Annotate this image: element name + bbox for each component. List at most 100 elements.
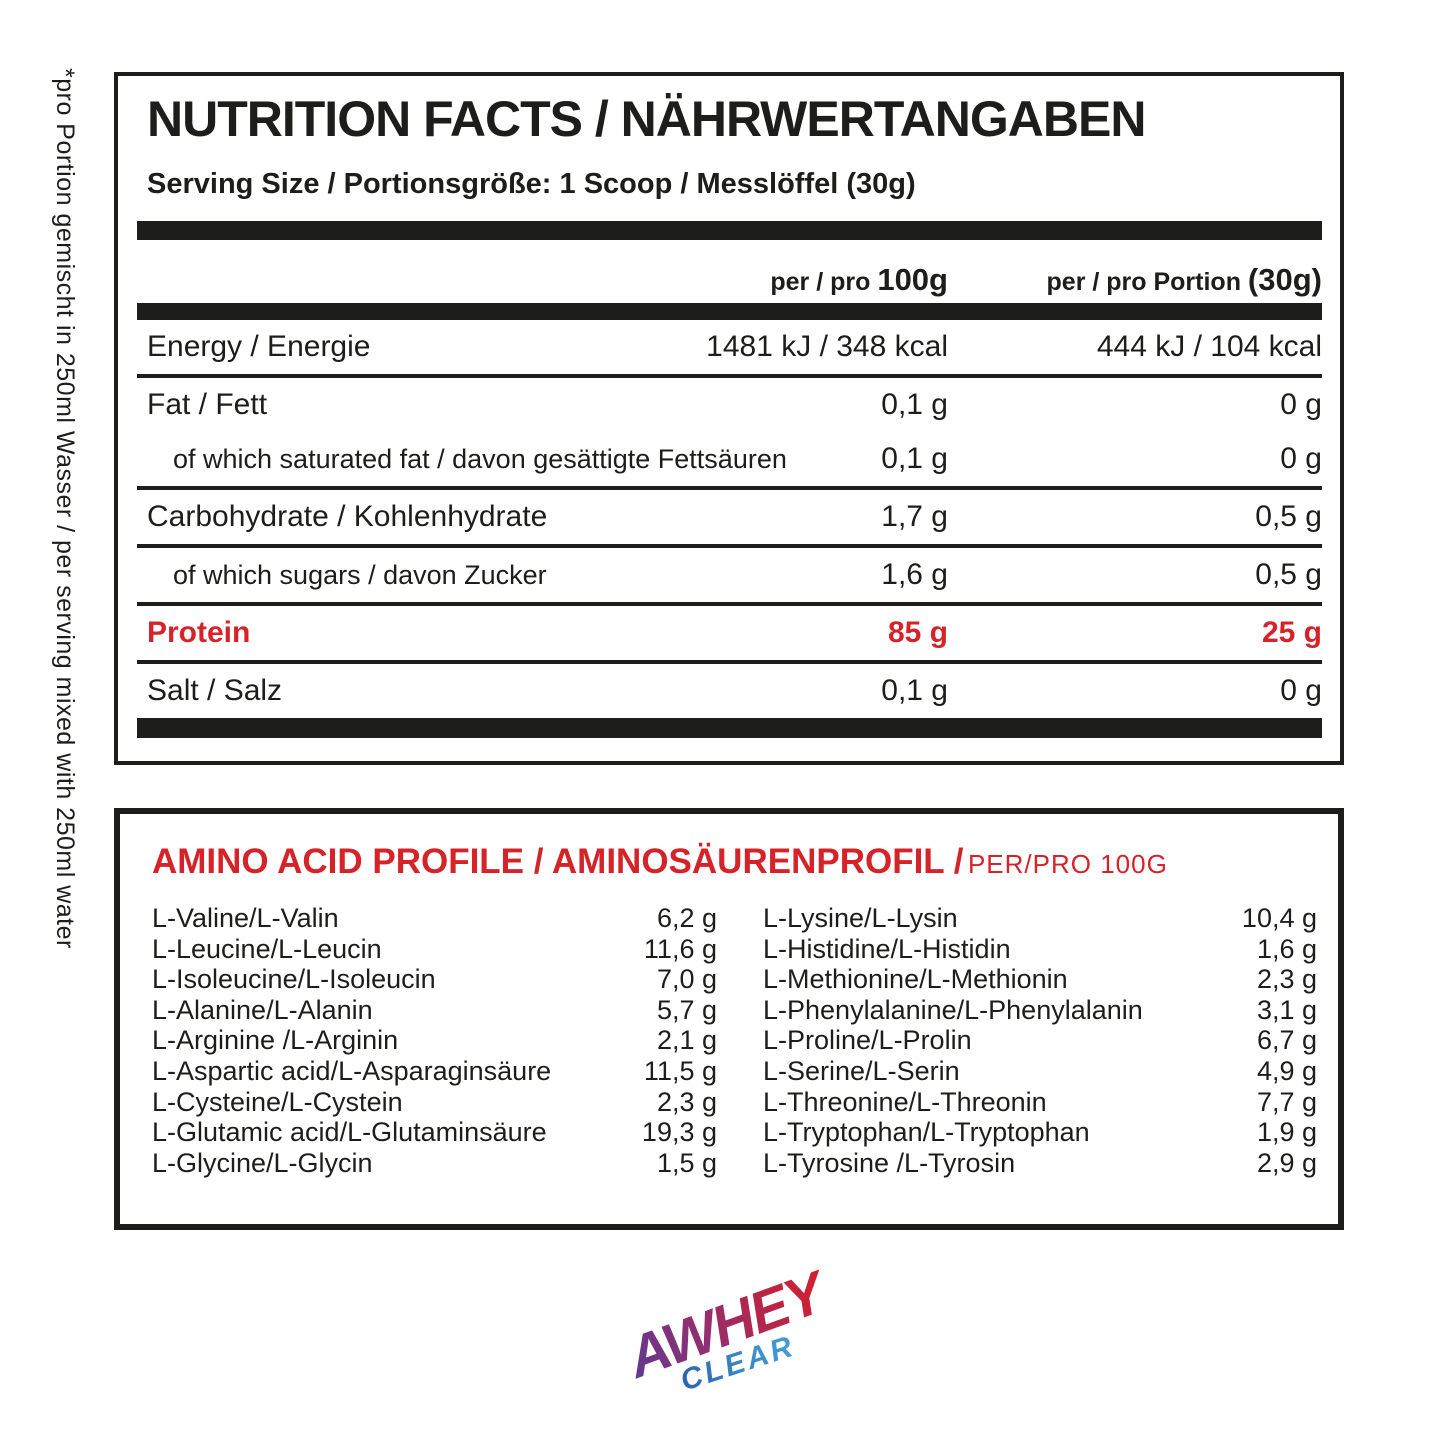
value-per-portion: 0 g bbox=[1280, 674, 1322, 707]
amino-acid-row: L-Valine/L-Valin 6,2 g bbox=[152, 903, 717, 934]
value-per-portion: 0,5 g bbox=[1255, 558, 1322, 591]
amino-acid-title-unit: PER/PRO 100G bbox=[967, 849, 1168, 879]
amino-acid-value: 2,9 g bbox=[1256, 1147, 1317, 1178]
amino-acid-name: L-Histidine/L-Histidin bbox=[763, 933, 1011, 964]
amino-acid-column-right: L-Lysine/L-Lysin 10,4 g L-Histidine/L-Hist… bbox=[763, 903, 1317, 1178]
amino-acid-value: 6,7 g bbox=[1256, 1025, 1317, 1056]
amino-acid-name: L-Lysine/L-Lysin bbox=[763, 903, 958, 933]
amino-acid-name: L-Isoleucine/L-Isoleucin bbox=[152, 964, 436, 995]
value-per-100g: 1,7 g bbox=[881, 500, 948, 533]
amino-acid-value: 1,5 g bbox=[656, 1147, 717, 1178]
amino-acid-row: L-Aspartic acid/L-Asparaginsäure 11,5 g bbox=[152, 1056, 717, 1087]
amino-acid-value: 6,2 g bbox=[656, 903, 717, 933]
value-per-100g: 0,1 g bbox=[881, 674, 948, 707]
amino-acid-name: L-Arginine /L-Arginin bbox=[152, 1025, 399, 1056]
value-per-100g: 1481 kJ / 348 kcal bbox=[706, 330, 948, 363]
col-header-unit: 100g bbox=[877, 262, 948, 297]
amino-acid-row: L-Arginine /L-Arginin 2,1 g bbox=[152, 1025, 717, 1056]
nutrition-table: Energy / Energie 1481 kJ / 348 kcal 444 kJ… bbox=[137, 320, 1322, 718]
nutrition-row: Energy / Energie 1481 kJ / 348 kcal 444 kJ… bbox=[137, 320, 1322, 374]
amino-acid-row: L-Lysine/L-Lysin 10,4 g bbox=[763, 903, 1317, 934]
nutrition-row: of which sugars / davon Zucker 1,6 g 0,5 g bbox=[137, 548, 1322, 602]
amino-acid-row: L-Alanine/L-Alanin 5,7 g bbox=[152, 995, 717, 1026]
divider-bar-header bbox=[137, 303, 1322, 320]
amino-acid-name: L-Serine/L-Serin bbox=[763, 1055, 960, 1086]
col-header-prefix: per / pro Portion bbox=[1046, 268, 1248, 296]
amino-acid-value: 10,4 g bbox=[1241, 903, 1317, 933]
side-note: *pro Portion gemischt in 250ml Wasser / … bbox=[51, 68, 79, 949]
amino-acid-name: L-Leucine/L-Leucin bbox=[152, 933, 382, 964]
row-divider bbox=[137, 602, 1322, 606]
col-header-prefix: per / pro bbox=[770, 268, 878, 296]
amino-acid-row: L-Tryptophan/L-Tryptophan 1,9 g bbox=[763, 1117, 1317, 1148]
amino-acid-value: 11,6 g bbox=[643, 933, 717, 964]
row-divider bbox=[137, 660, 1322, 664]
nutrition-facts-panel: NUTRITION FACTS / NÄHRWERTANGABEN Servin… bbox=[114, 72, 1344, 765]
amino-acid-row: L-Histidine/L-Histidin 1,6 g bbox=[763, 934, 1317, 965]
nutrient-label: Carbohydrate / Kohlenhydrate bbox=[147, 500, 548, 533]
nutrition-row: of which saturated fat / davon gesättigt… bbox=[137, 432, 1322, 486]
amino-acid-value: 11,5 g bbox=[643, 1055, 717, 1086]
amino-acid-row: L-Serine/L-Serin 4,9 g bbox=[763, 1056, 1317, 1087]
value-per-100g: 0,1 g bbox=[881, 388, 948, 421]
amino-acid-row: L-Proline/L-Prolin 6,7 g bbox=[763, 1025, 1317, 1056]
divider-bar-top bbox=[137, 221, 1322, 240]
row-divider bbox=[137, 544, 1322, 548]
amino-acid-name: L-Proline/L-Prolin bbox=[763, 1025, 972, 1056]
value-per-100g: 0,1 g bbox=[881, 442, 948, 475]
value-per-portion: 0 g bbox=[1280, 442, 1322, 475]
amino-acid-name: L-Aspartic acid/L-Asparaginsäure bbox=[152, 1055, 552, 1086]
amino-acid-name: L-Tyrosine /L-Tyrosin bbox=[763, 1147, 1016, 1178]
amino-acid-name: L-Glutamic acid/L-Glutaminsäure bbox=[152, 1117, 547, 1148]
amino-acid-value: 3,1 g bbox=[1256, 994, 1317, 1025]
amino-acid-name: L-Cysteine/L-Cystein bbox=[152, 1086, 403, 1117]
amino-acid-value: 1,6 g bbox=[1256, 933, 1317, 964]
amino-acid-row: L-Glycine/L-Glycin 1,5 g bbox=[152, 1148, 717, 1179]
serving-size: Serving Size / Portionsgröße: 1 Scoop / … bbox=[147, 168, 916, 200]
nutrition-row: Salt / Salz 0,1 g 0 g bbox=[137, 664, 1322, 718]
value-per-100g: 85 g bbox=[887, 616, 948, 649]
nutrient-label: Fat / Fett bbox=[147, 388, 268, 421]
amino-acid-value: 19,3 g bbox=[641, 1117, 717, 1148]
column-headers: per / pro 100g per / pro Portion (30g) bbox=[137, 262, 1322, 302]
row-divider bbox=[137, 374, 1322, 378]
amino-acid-row: L-Glutamic acid/L-Glutaminsäure 19,3 g bbox=[152, 1117, 717, 1148]
amino-acid-row: L-Leucine/L-Leucin 11,6 g bbox=[152, 934, 717, 965]
amino-acid-row: L-Cysteine/L-Cystein 2,3 g bbox=[152, 1087, 717, 1118]
nutrient-label: of which sugars / davon Zucker bbox=[173, 559, 547, 590]
amino-acid-value: 2,3 g bbox=[1256, 964, 1317, 995]
amino-acid-panel: AMINO ACID PROFILE / AMINOSÄURENPROFIL /… bbox=[114, 808, 1344, 1230]
amino-acid-value: 4,9 g bbox=[1256, 1055, 1317, 1086]
row-divider bbox=[137, 486, 1322, 490]
amino-acid-column-left: L-Valine/L-Valin 6,2 g L-Leucine/L-Leucin 1… bbox=[152, 903, 717, 1178]
nutrition-title: NUTRITION FACTS / NÄHRWERTANGABEN bbox=[147, 91, 1146, 147]
amino-acid-value: 7,7 g bbox=[1256, 1086, 1317, 1117]
amino-acid-name: L-Threonine/L-Threonin bbox=[763, 1086, 1047, 1117]
amino-acid-value: 7,0 g bbox=[656, 964, 717, 995]
amino-acid-name: L-Phenylalanine/L-Phenylalanin bbox=[763, 994, 1143, 1025]
nutrient-label: Protein bbox=[147, 616, 251, 649]
nutrition-row: Fat / Fett 0,1 g 0 g bbox=[137, 378, 1322, 432]
nutrient-label: Salt / Salz bbox=[147, 674, 283, 707]
amino-acid-name: L-Alanine/L-Alanin bbox=[152, 994, 373, 1025]
col-header-unit: (30g) bbox=[1247, 262, 1322, 297]
value-per-portion: 444 kJ / 104 kcal bbox=[1096, 330, 1322, 363]
amino-acid-title-main: AMINO ACID PROFILE / AMINOSÄURENPROFIL / bbox=[152, 842, 964, 881]
col-header-per-portion: per / pro Portion (30g) bbox=[1047, 262, 1322, 298]
amino-acid-value: 2,1 g bbox=[656, 1025, 717, 1056]
amino-acid-row: L-Threonine/L-Threonin 7,7 g bbox=[763, 1087, 1317, 1118]
amino-acid-value: 2,3 g bbox=[656, 1086, 717, 1117]
amino-acid-name: L-Glycine/L-Glycin bbox=[152, 1147, 373, 1178]
nutrition-row: Protein 85 g 25 g bbox=[137, 606, 1322, 660]
amino-acid-value: 5,7 g bbox=[656, 994, 717, 1025]
amino-acid-title: AMINO ACID PROFILE / AMINOSÄURENPROFIL /… bbox=[152, 842, 1168, 882]
amino-acid-name: L-Methionine/L-Methionin bbox=[763, 964, 1068, 995]
nutrient-label: Energy / Energie bbox=[147, 330, 371, 363]
nutrition-row: Carbohydrate / Kohlenhydrate 1,7 g 0,5 g bbox=[137, 490, 1322, 544]
amino-acid-row: L-Tyrosine /L-Tyrosin 2,9 g bbox=[763, 1148, 1317, 1179]
divider-bar-bottom bbox=[137, 718, 1322, 738]
value-per-100g: 1,6 g bbox=[881, 558, 948, 591]
amino-acid-value: 1,9 g bbox=[1256, 1117, 1317, 1148]
amino-acid-row: L-Methionine/L-Methionin 2,3 g bbox=[763, 964, 1317, 995]
value-per-portion: 0,5 g bbox=[1255, 500, 1322, 533]
